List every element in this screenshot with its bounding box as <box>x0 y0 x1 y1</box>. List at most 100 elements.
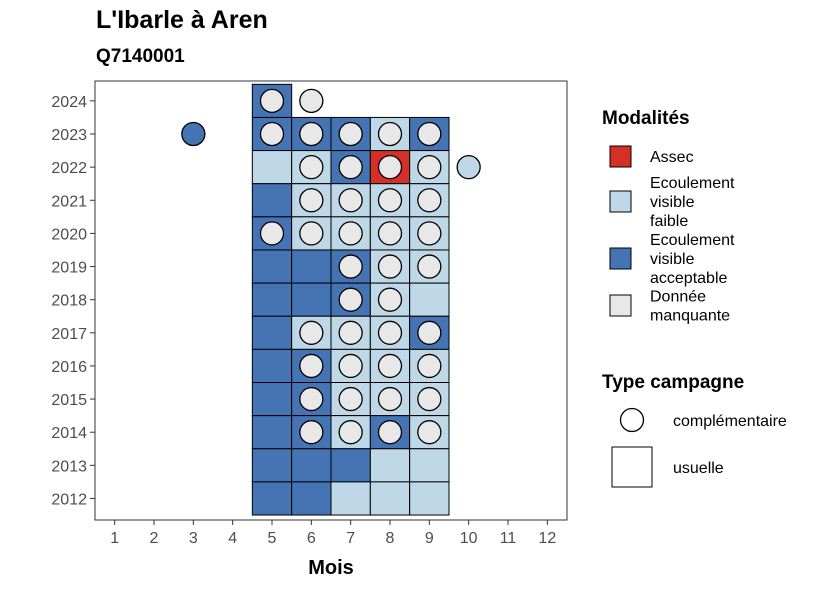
legend-label-acceptable-1: visible <box>650 251 695 268</box>
legend-label-manquante-0: Donnée <box>650 289 706 306</box>
legend-key-assec <box>609 145 632 168</box>
point-2016-6 <box>299 353 324 379</box>
point-2017-6 <box>299 320 324 345</box>
y-tick-label-2016: 2016 <box>51 359 87 376</box>
point-2021-8 <box>377 188 403 213</box>
x-axis-title: Mois <box>308 557 354 579</box>
tile-2018-5 <box>251 282 293 317</box>
legend-label-complementaire: complémentaire <box>673 413 787 430</box>
point-2020-9 <box>417 221 442 246</box>
chart-subtitle: Q7140001 <box>96 46 185 67</box>
point-2014-7 <box>338 420 363 445</box>
tile-2015-5 <box>251 382 293 417</box>
point-2017-8 <box>377 320 403 345</box>
point-2017-7 <box>338 320 363 345</box>
point-2014-6 <box>299 420 324 445</box>
point-2015-7 <box>338 386 363 412</box>
point-2023-5 <box>259 121 285 147</box>
point-2022-7 <box>338 154 363 180</box>
legend-label-manquante-1: manquante <box>650 308 730 325</box>
point-2023-3 <box>181 121 206 147</box>
point-2023-7 <box>338 121 363 147</box>
tile-2012-9 <box>409 481 450 516</box>
tile-2019-5 <box>251 249 293 284</box>
x-tick-label-10: 10 <box>460 530 478 547</box>
point-2020-5 <box>259 221 285 246</box>
point-2021-9 <box>417 188 442 213</box>
tile-2014-5 <box>251 415 293 450</box>
legend-key-usuelle <box>611 446 653 488</box>
y-tick-label-2021: 2021 <box>51 193 87 210</box>
tile-2012-6 <box>291 481 332 516</box>
legend-label-usuelle: usuelle <box>673 460 724 477</box>
point-2023-6 <box>299 121 324 147</box>
y-tick-label-2019: 2019 <box>51 260 87 277</box>
tile-2016-5 <box>251 348 293 384</box>
point-2022-6 <box>299 154 324 180</box>
y-tick-label-2022: 2022 <box>51 160 87 177</box>
point-2022-10 <box>456 154 481 180</box>
legend-label-acceptable-2: acceptable <box>650 270 727 287</box>
tile-2018-6 <box>291 282 332 317</box>
tile-2019-6 <box>291 249 332 284</box>
tile-2013-7 <box>330 448 371 483</box>
x-tick-label-11: 11 <box>500 530 517 547</box>
tile-2012-7 <box>330 481 371 516</box>
point-2016-8 <box>377 353 403 379</box>
x-tick-label-4: 4 <box>228 530 237 547</box>
tile-2013-6 <box>291 448 332 483</box>
point-2016-7 <box>338 353 363 379</box>
y-tick-label-2012: 2012 <box>51 491 87 508</box>
point-2019-9 <box>417 254 442 279</box>
tile-2013-9 <box>409 448 450 483</box>
x-tick-label-5: 5 <box>268 530 277 547</box>
legend-key-acceptable <box>609 247 632 270</box>
tile-2021-5 <box>251 183 293 218</box>
x-tick-label-3: 3 <box>189 530 198 547</box>
point-2019-8 <box>377 254 403 279</box>
legend-key-faible <box>609 190 632 213</box>
legend-label-acceptable-0: Ecoulement <box>650 232 735 249</box>
legend-label-faible-2: faible <box>650 213 688 230</box>
y-tick-label-2015: 2015 <box>51 392 87 409</box>
tile-2013-5 <box>251 448 293 483</box>
legend-label-assec-0: Assec <box>650 149 694 166</box>
y-tick-label-2017: 2017 <box>51 326 87 343</box>
y-tick-label-2023: 2023 <box>51 127 87 144</box>
point-2021-7 <box>338 188 363 213</box>
tile-2017-5 <box>251 315 293 350</box>
chart-title: L'Ibarle à Aren <box>96 6 268 34</box>
point-2023-8 <box>377 121 403 147</box>
tile-2022-5 <box>251 150 293 185</box>
x-tick-label-7: 7 <box>346 530 355 547</box>
point-2020-7 <box>338 221 363 246</box>
point-2024-5 <box>259 88 285 114</box>
legend-key-complementaire <box>619 407 645 433</box>
point-2017-9 <box>417 320 442 345</box>
point-2024-6 <box>299 88 324 114</box>
point-2020-8 <box>377 221 403 246</box>
y-tick-label-2020: 2020 <box>51 226 87 243</box>
point-2014-9 <box>417 420 442 445</box>
point-2022-8 <box>377 154 403 180</box>
x-tick-label-12: 12 <box>538 530 556 547</box>
tile-2012-8 <box>369 481 411 516</box>
x-tick-label-8: 8 <box>386 530 395 547</box>
point-2023-9 <box>417 121 442 147</box>
point-2018-7 <box>338 287 363 312</box>
y-tick-label-2018: 2018 <box>51 293 87 310</box>
tile-2013-8 <box>369 448 411 483</box>
tile-2012-5 <box>251 481 293 516</box>
legend-modalities-title: Modalités <box>602 108 690 129</box>
y-tick-label-2024: 2024 <box>51 94 87 111</box>
legend-label-faible-0: Ecoulement <box>650 175 735 192</box>
point-2016-9 <box>417 353 442 379</box>
point-2014-8 <box>377 420 403 445</box>
point-2015-6 <box>299 386 324 412</box>
x-tick-label-9: 9 <box>425 530 434 547</box>
point-2020-6 <box>299 221 324 246</box>
legend-label-faible-1: visible <box>650 194 695 211</box>
x-tick-label-1: 1 <box>110 530 119 547</box>
y-tick-label-2013: 2013 <box>51 458 87 475</box>
